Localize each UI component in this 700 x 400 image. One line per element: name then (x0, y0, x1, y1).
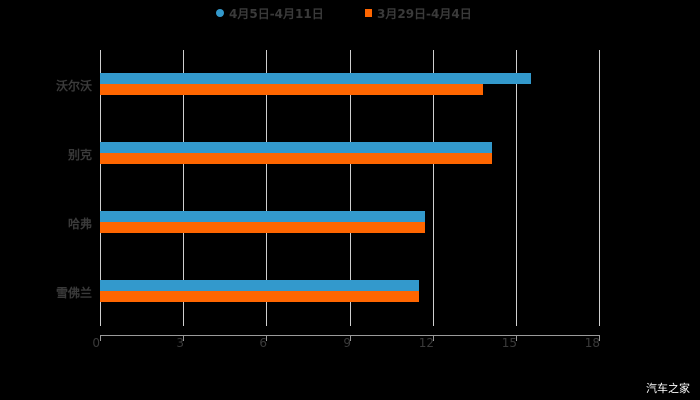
bar-series-2[interactable] (100, 291, 420, 302)
gridline (183, 50, 184, 326)
gridline (266, 50, 267, 326)
x-tick-label: 18 (584, 336, 600, 350)
x-tick (433, 335, 434, 341)
x-tick (350, 335, 351, 341)
gridline (100, 50, 101, 326)
x-tick-label: 12 (418, 336, 434, 350)
x-tick-label: 6 (259, 336, 267, 350)
x-tick-label: 15 (501, 336, 517, 350)
square-marker-icon (365, 9, 372, 17)
category-label: 沃尔沃 (55, 79, 92, 93)
bar-series-2[interactable] (100, 222, 425, 233)
x-tick (266, 335, 267, 341)
legend-label: 3月29日-4月4日 (377, 6, 472, 21)
legend-label: 4月5日-4月11日 (229, 6, 324, 21)
gridline (350, 50, 351, 326)
bar-series-1[interactable] (100, 280, 420, 291)
chart-legend: 4月5日-4月11日 3月29日-4月4日 (0, 4, 700, 22)
category-label: 雪佛兰 (55, 286, 92, 300)
bar-series-2[interactable] (100, 153, 492, 164)
x-tick (100, 335, 101, 341)
bar-series-2[interactable] (100, 84, 484, 95)
x-tick-label: 9 (343, 336, 351, 350)
x-tick-label: 3 (176, 336, 184, 350)
category-label: 别克 (67, 148, 92, 162)
x-tick-label: 0 (92, 336, 100, 350)
gridline (516, 50, 517, 326)
circle-marker-icon (216, 9, 224, 17)
bar-series-1[interactable] (100, 73, 531, 84)
legend-item-series-1[interactable]: 4月5日-4月11日 (216, 4, 324, 22)
bar-series-1[interactable] (100, 211, 425, 222)
gridline (433, 50, 434, 326)
bar-series-1[interactable] (100, 142, 492, 153)
x-tick (183, 335, 184, 341)
gridline (599, 50, 600, 326)
legend-item-series-2[interactable]: 3月29日-4月4日 (365, 4, 472, 22)
category-label: 哈弗 (67, 217, 92, 231)
watermark-logo: 汽车之家 (646, 382, 690, 395)
x-tick (599, 335, 600, 341)
x-tick (516, 335, 517, 341)
